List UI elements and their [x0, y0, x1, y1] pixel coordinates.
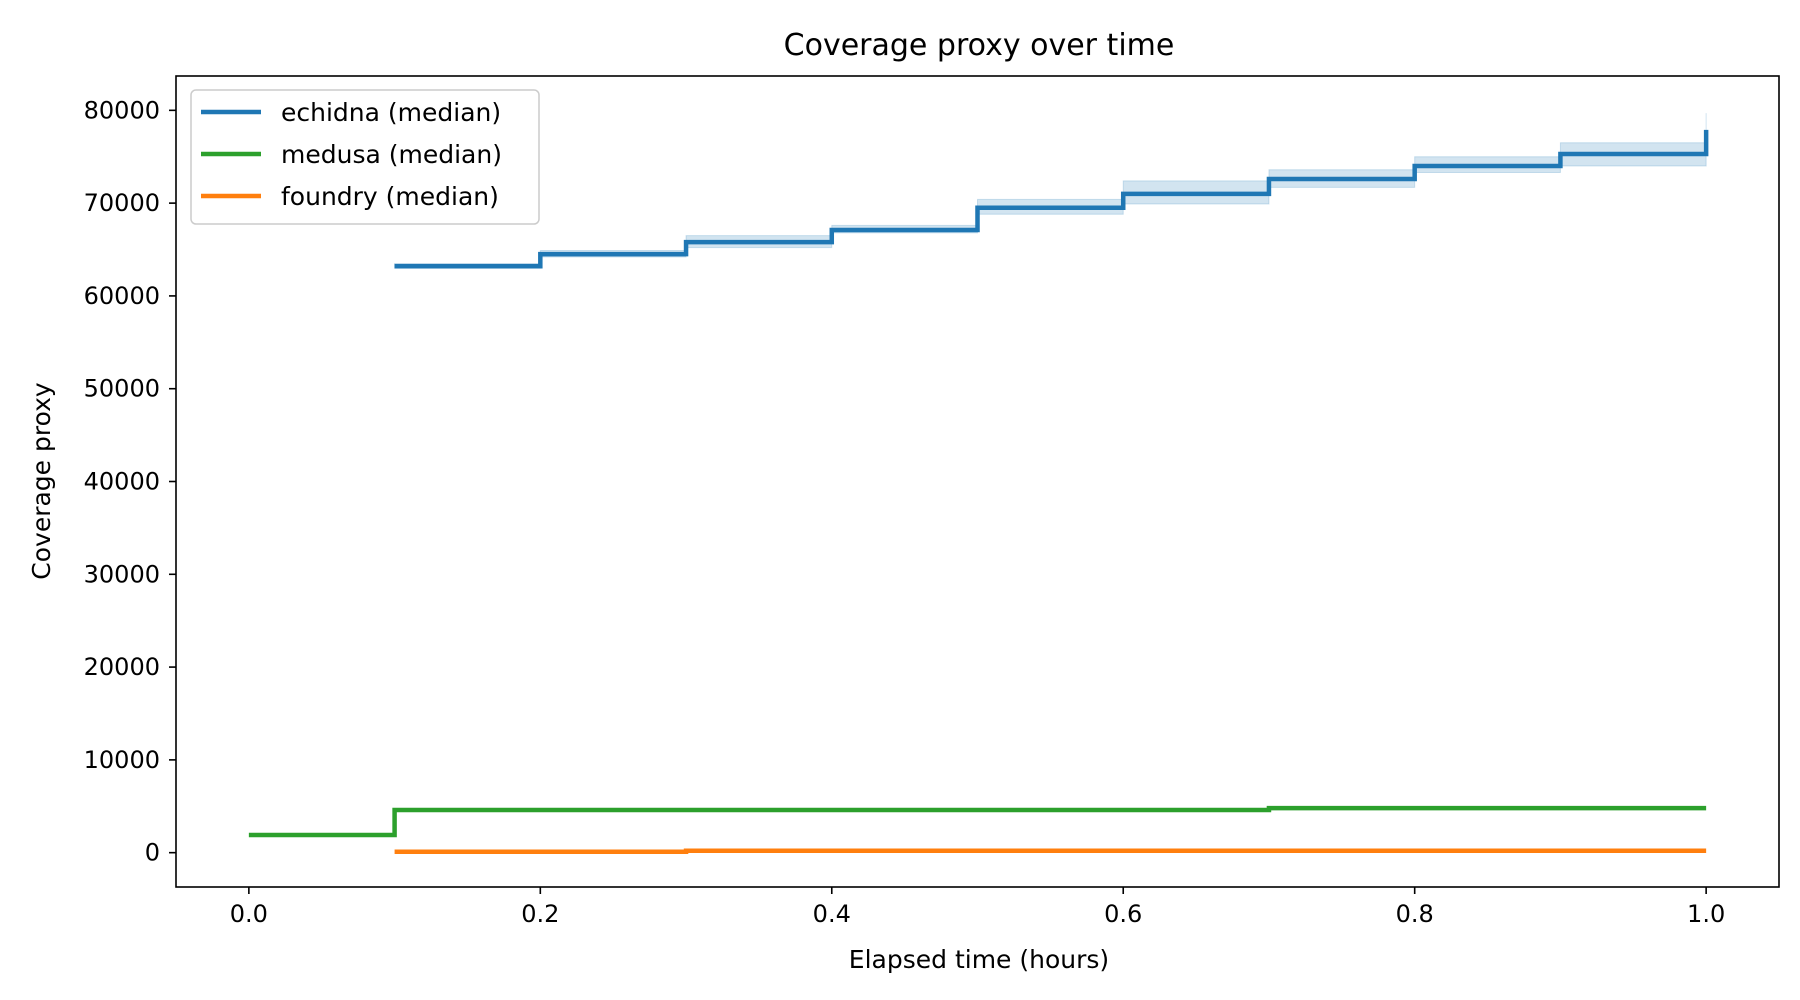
- chart-title: Coverage proxy over time: [784, 28, 1175, 63]
- y-axis: 0 10000 20000 30000 40000 50000 60000 70000 8000…: [84, 96, 176, 867]
- x-axis: 0.0 0.2 0.4 0.6 0.8 1.0: [230, 887, 1725, 928]
- legend-label: medusa (median): [281, 140, 502, 169]
- series-line-0: [394, 129, 1709, 269]
- confidence-bands: [394, 113, 1707, 269]
- x-tick-label: 0.6: [1104, 900, 1142, 928]
- y-tick-label: 70000: [84, 189, 160, 217]
- series-band-0: [394, 113, 1707, 269]
- y-tick-label: 0: [145, 839, 160, 867]
- y-tick-label: 80000: [84, 96, 160, 124]
- series-lines: [248, 129, 1709, 854]
- series-line-2: [394, 848, 1707, 854]
- x-tick-label: 1.0: [1687, 900, 1725, 928]
- y-tick-label: 40000: [84, 468, 160, 496]
- y-tick-label: 20000: [84, 653, 160, 681]
- x-tick-label: 0.8: [1396, 900, 1434, 928]
- x-tick-label: 0.4: [813, 900, 851, 928]
- x-axis-label: Elapsed time (hours): [849, 945, 1109, 974]
- legend-box: [190, 89, 540, 225]
- legend-label: echidna (median): [281, 98, 501, 127]
- legend-label: foundry (median): [281, 182, 499, 211]
- y-tick-label: 10000: [84, 746, 160, 774]
- y-tick-label: 30000: [84, 560, 160, 588]
- y-tick-label: 60000: [84, 282, 160, 310]
- y-tick-label: 50000: [84, 375, 160, 403]
- x-tick-label: 0.2: [521, 900, 559, 928]
- legend: echidna (median) medusa (median) foundry (…: [190, 89, 540, 225]
- series-line-1: [248, 805, 1707, 838]
- x-tick-label: 0.0: [230, 900, 268, 928]
- y-axis-label: Coverage proxy: [27, 382, 56, 580]
